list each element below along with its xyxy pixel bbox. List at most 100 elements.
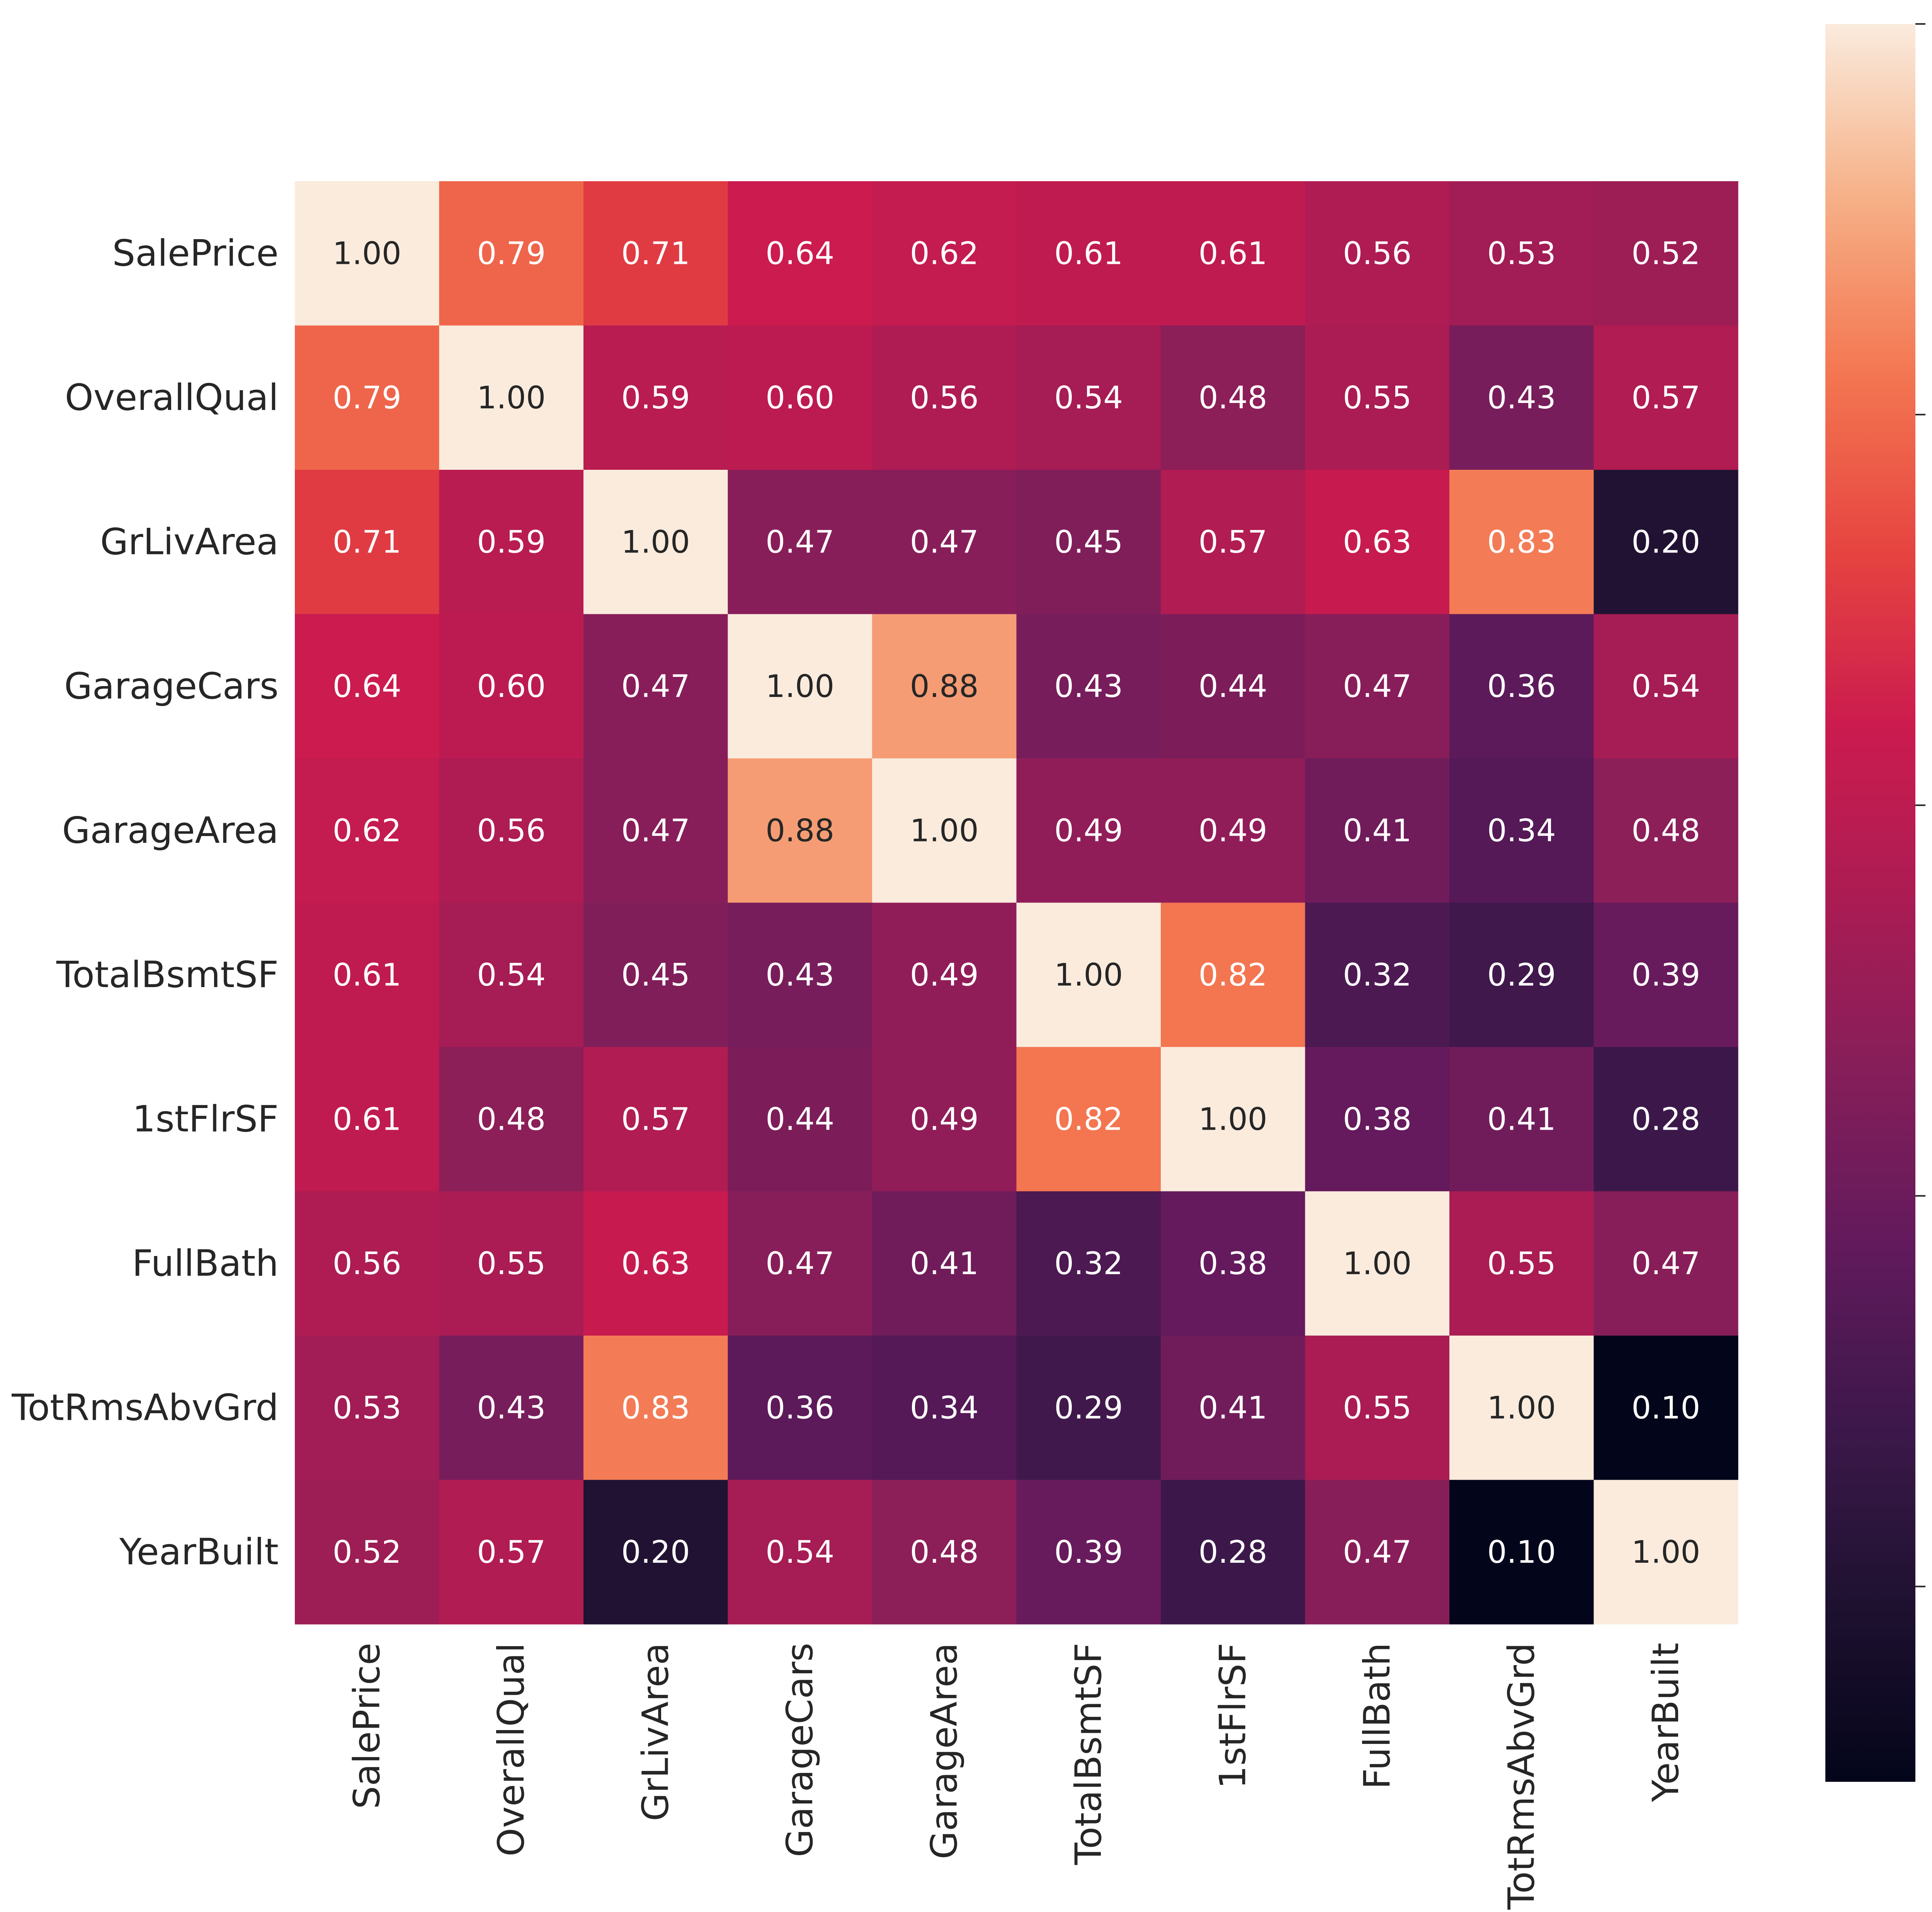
- heatmap-cell: [439, 1191, 584, 1336]
- cell-value-label: 0.63: [1343, 524, 1412, 560]
- cell-value-label: 0.53: [333, 1390, 401, 1426]
- heatmap-cell: [1594, 1480, 1738, 1625]
- heatmap-cell: [439, 325, 584, 470]
- cell-value-label: 0.36: [765, 1390, 834, 1426]
- heatmap-cell: [1594, 758, 1738, 903]
- y-tick-label: TotalBsmtSF: [56, 954, 279, 996]
- heatmap-cell: [872, 1480, 1017, 1625]
- heatmap-cell: [872, 325, 1017, 470]
- cell-value-label: 0.43: [765, 957, 834, 993]
- y-tick-label: TotRmsAbvGrd: [11, 1387, 279, 1429]
- heatmap-cell: [1449, 181, 1594, 326]
- cell-value-label: 1.00: [621, 524, 690, 560]
- cell-value-label: 1.00: [1631, 1534, 1700, 1570]
- cell-value-label: 0.52: [1631, 235, 1700, 271]
- heatmap-cell: [1016, 614, 1161, 759]
- heatmap-cell: [1449, 1191, 1594, 1336]
- heatmap-cell: [728, 325, 872, 470]
- cell-value-label: 0.59: [621, 380, 690, 416]
- cell-value-label: 1.00: [333, 235, 401, 271]
- cell-value-label: 0.79: [477, 235, 546, 271]
- heatmap-cell: [1161, 1047, 1306, 1192]
- heatmap-cell: [1016, 1191, 1161, 1336]
- cell-value-label: 0.38: [1199, 1246, 1267, 1281]
- cell-value-label: 0.45: [621, 957, 690, 993]
- cell-value-label: 0.64: [765, 235, 834, 271]
- cell-value-label: 0.28: [1631, 1101, 1700, 1137]
- y-tick-label: GrLivArea: [100, 521, 279, 563]
- cell-value-label: 0.71: [333, 524, 401, 560]
- x-tick-label: TotalBsmtSF: [1068, 1643, 1110, 1865]
- cell-value-label: 0.20: [1631, 524, 1700, 560]
- cell-value-label: 0.61: [1199, 235, 1267, 271]
- cell-value-label: 0.10: [1631, 1390, 1700, 1426]
- x-tick-label: SalePrice: [346, 1643, 388, 1809]
- cell-value-label: 0.82: [1199, 957, 1267, 993]
- cell-value-label: 0.54: [477, 957, 546, 993]
- cell-value-label: 0.47: [621, 668, 690, 704]
- cell-value-label: 0.55: [1487, 1246, 1556, 1281]
- cell-value-label: 0.36: [1487, 668, 1556, 704]
- heatmap-cell: [1161, 758, 1306, 903]
- cell-value-label: 0.60: [477, 668, 546, 704]
- heatmap-cell: [439, 1047, 584, 1192]
- heatmap-cell: [1449, 1480, 1594, 1625]
- heatmap-cell: [1305, 181, 1450, 326]
- cell-value-label: 0.47: [1343, 1534, 1412, 1570]
- heatmap-cell: [583, 1480, 728, 1625]
- cell-value-label: 0.64: [333, 668, 401, 704]
- y-tick-label: FullBath: [132, 1242, 279, 1285]
- heatmap-cell: [1305, 325, 1450, 470]
- cell-value-label: 0.29: [1054, 1390, 1123, 1426]
- cell-value-label: 0.57: [621, 1101, 690, 1137]
- cell-value-label: 0.61: [333, 957, 401, 993]
- cell-value-label: 0.55: [1343, 380, 1412, 416]
- cell-value-label: 0.34: [1487, 812, 1556, 848]
- heatmap-cell: [1305, 902, 1450, 1047]
- cell-value-label: 0.82: [1054, 1101, 1123, 1137]
- heatmap-cell: [1161, 1336, 1306, 1480]
- heatmap-cell: [1449, 902, 1594, 1047]
- cell-value-label: 0.83: [621, 1390, 690, 1426]
- cell-value-label: 0.52: [333, 1534, 401, 1570]
- heatmap-cell: [1161, 614, 1306, 759]
- heatmap-cell: [872, 758, 1017, 903]
- cell-value-label: 0.20: [621, 1534, 690, 1570]
- cell-value-label: 0.60: [765, 380, 834, 416]
- heatmap-cell: [583, 325, 728, 470]
- cell-value-label: 0.62: [333, 812, 401, 848]
- cell-value-label: 0.79: [333, 380, 401, 416]
- heatmap-cell: [295, 614, 440, 759]
- cell-value-label: 0.49: [910, 957, 979, 993]
- heatmap-cell: [583, 1191, 728, 1336]
- cell-value-label: 0.83: [1487, 524, 1556, 560]
- heatmap-cell: [1016, 1047, 1161, 1192]
- heatmap-cell: [1161, 1191, 1306, 1336]
- heatmap-cell: [1305, 758, 1450, 903]
- heatmap-cell: [295, 1047, 440, 1192]
- cell-value-label: 0.56: [333, 1246, 401, 1281]
- heatmap-cells: 1.00 0.79 0.71 0.64 0.62 0.61 0.61 0.56 0.53 0.52…: [295, 181, 1738, 1625]
- cell-value-label: 0.43: [1054, 668, 1123, 704]
- cell-value-label: 0.61: [333, 1101, 401, 1137]
- cell-value-label: 0.29: [1487, 957, 1556, 993]
- cell-value-label: 0.49: [910, 1101, 979, 1137]
- cell-value-label: 0.43: [1487, 380, 1556, 416]
- heatmap-cell: [728, 902, 872, 1047]
- heatmap-cell: [439, 758, 584, 903]
- heatmap-cell: [1449, 1047, 1594, 1192]
- cell-value-label: 1.00: [477, 380, 546, 416]
- heatmap-cell: [1161, 902, 1306, 1047]
- heatmap-cell: [439, 614, 584, 759]
- cell-value-label: 0.48: [477, 1101, 546, 1137]
- cell-value-label: 1.00: [910, 812, 979, 848]
- heatmap-cell: [295, 902, 440, 1047]
- heatmap-cell: [1449, 325, 1594, 470]
- cell-value-label: 0.44: [765, 1101, 834, 1137]
- cell-value-label: 0.44: [1199, 668, 1267, 704]
- y-tick-label: SalePrice: [112, 232, 279, 274]
- cell-value-label: 0.38: [1343, 1101, 1412, 1137]
- x-tick-label: TotRmsAbvGrd: [1500, 1643, 1543, 1910]
- heatmap-cell: [1594, 1191, 1738, 1336]
